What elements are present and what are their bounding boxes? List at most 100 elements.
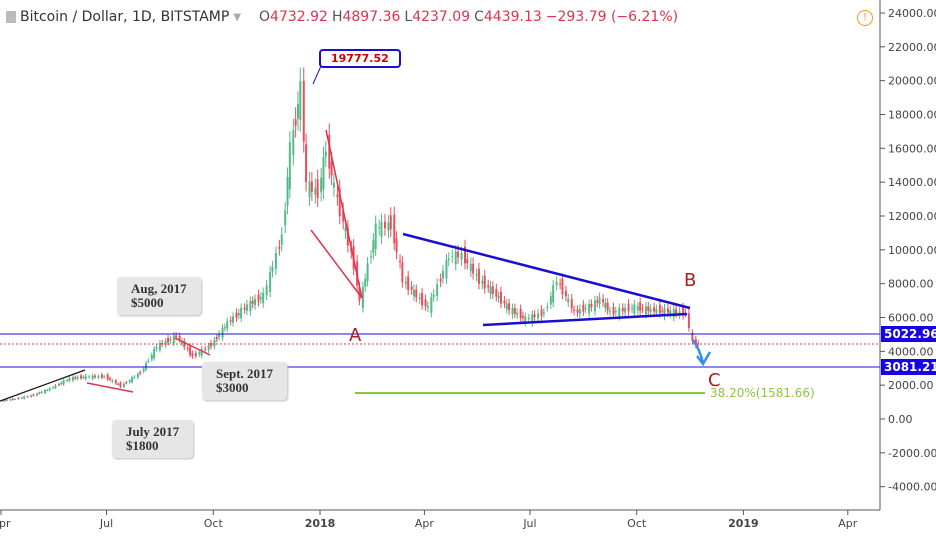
candle-body: [361, 286, 364, 309]
candle-body: [175, 335, 178, 338]
candle-body: [245, 304, 248, 311]
callout-aug-2017[interactable]: Aug, 2017 $5000: [117, 277, 201, 315]
candle-body: [91, 375, 94, 379]
y-tick-label: 22000.00: [888, 41, 936, 54]
trend-line-red[interactable]: [310, 229, 363, 299]
candle-body: [117, 383, 120, 385]
candle-body: [338, 188, 341, 217]
candle-body: [204, 348, 207, 350]
candle-body: [421, 293, 424, 306]
candle-body: [596, 300, 599, 303]
candle-body: [251, 301, 254, 304]
triangle-lower-line[interactable]: [482, 312, 688, 327]
wave-label-c: C: [708, 370, 721, 391]
candle-body: [584, 307, 587, 310]
candle-body: [191, 353, 194, 357]
candle-body: [161, 342, 164, 345]
candle-body: [573, 309, 576, 312]
candle-body: [489, 286, 492, 294]
candle-body: [513, 308, 516, 314]
candle-body: [641, 308, 644, 310]
y-tick-label: 4000.00: [888, 345, 934, 358]
candle-body: [142, 368, 145, 372]
candle-body: [119, 382, 122, 387]
candle-body: [614, 311, 617, 313]
peak-label[interactable]: 19777.52: [319, 49, 401, 68]
candle-body: [527, 318, 530, 320]
candle-body: [399, 260, 402, 263]
candle-body: [198, 352, 201, 355]
y-tick-label: 2000.00: [888, 379, 934, 392]
y-tick-label: 16000.00: [888, 142, 936, 155]
candle-body: [631, 307, 634, 309]
candle-body: [1, 400, 4, 402]
candle-body: [296, 103, 299, 119]
symbol-title[interactable]: Bitcoin / Dollar, 1D, BITSTAMP: [20, 9, 230, 25]
callout-july-2017[interactable]: July 2017 $1800: [112, 420, 194, 458]
candle-body: [658, 304, 661, 314]
alert-circle-icon[interactable]: !: [857, 10, 873, 26]
x-tick-label: Jul: [522, 517, 536, 530]
candle-body: [393, 214, 396, 244]
candle-body: [483, 275, 486, 289]
trend-line-red[interactable]: [86, 382, 134, 393]
candle-body: [627, 303, 630, 312]
y-tick-label: 18000.00: [888, 108, 936, 121]
candle-body: [82, 376, 85, 378]
candle-body: [655, 309, 658, 313]
candle-body: [46, 389, 49, 391]
candle-body: [109, 378, 112, 380]
triangle-upper-line[interactable]: [402, 232, 691, 310]
trend-line-red[interactable]: [325, 129, 363, 299]
candle-body: [519, 308, 522, 319]
candle-body: [691, 332, 694, 341]
candle-body: [469, 263, 472, 272]
close-value: C4439.13: [474, 9, 542, 25]
candle-body: [322, 156, 325, 190]
candle-body: [125, 382, 128, 384]
candle-body: [111, 380, 114, 382]
candle-body: [559, 283, 562, 285]
candle-body: [320, 177, 323, 193]
trend-line-red[interactable]: [174, 337, 211, 356]
candle-body: [633, 304, 636, 314]
symbol-icon: [6, 11, 16, 23]
candle-body: [278, 246, 281, 249]
callout-sept-2017[interactable]: Sept. 2017 $3000: [202, 362, 288, 400]
y-tick-label: 10000.00: [888, 244, 936, 257]
candle-body: [254, 299, 257, 306]
candle-body: [687, 313, 690, 329]
candle-body: [169, 339, 172, 341]
candle-body: [593, 300, 596, 312]
candle-body: [636, 306, 639, 311]
trend-line-black[interactable]: [0, 369, 86, 402]
candle-body: [62, 380, 65, 385]
candle-body: [564, 290, 567, 297]
candle-body: [542, 312, 545, 314]
candle-body: [249, 301, 252, 312]
candle-body: [330, 161, 333, 176]
candle-body: [232, 316, 234, 323]
candle-body: [150, 354, 153, 360]
candle-body: [30, 395, 33, 397]
candle-body: [447, 258, 450, 260]
candle-body: [678, 311, 681, 315]
chevron-down-icon[interactable]: ▼: [233, 11, 242, 23]
candle-body: [194, 353, 197, 356]
y-tick-label: 8000.00: [888, 278, 934, 291]
candle-body: [145, 363, 147, 370]
candle-body: [669, 310, 672, 315]
candle-body: [570, 298, 573, 309]
candle-body: [346, 227, 349, 246]
candle-body: [682, 307, 685, 316]
candle-body: [466, 259, 469, 264]
candle-body: [663, 308, 666, 317]
candle-body: [590, 303, 593, 308]
candle-body: [237, 312, 240, 316]
candle-body: [38, 392, 41, 394]
candle-body: [432, 294, 435, 298]
candle-body: [582, 304, 585, 312]
candle-body: [477, 268, 480, 284]
candle-body: [229, 320, 232, 322]
